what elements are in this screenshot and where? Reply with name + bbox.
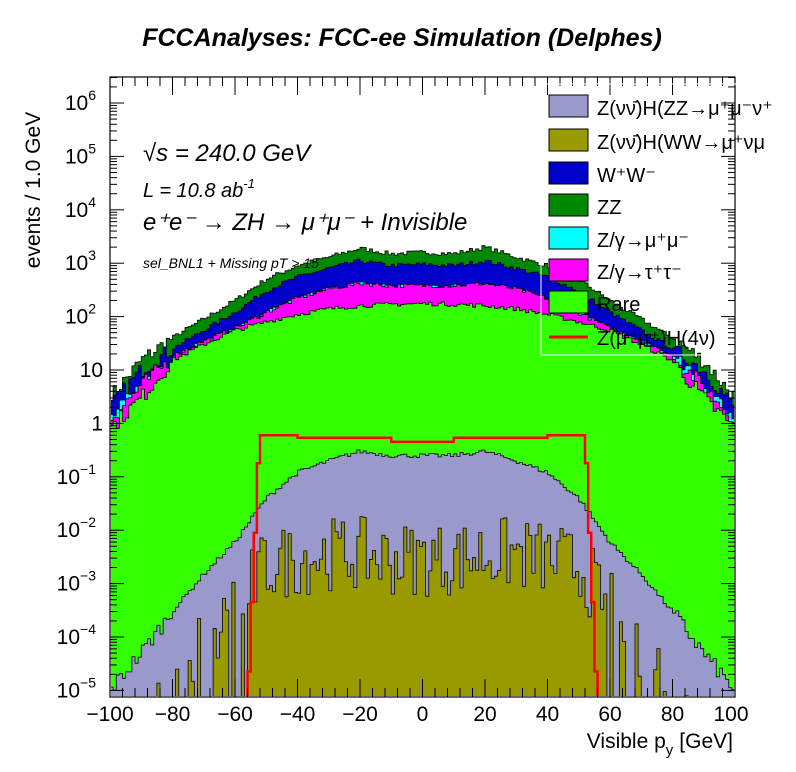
y-tick-label: 105 (65, 140, 96, 168)
legend-label: Z(νν̄)H(WW→μ⁺νμ (597, 132, 765, 154)
x-tick-label: 100 (713, 703, 748, 726)
legend-swatch (548, 290, 589, 314)
x-tick-label: 0 (417, 703, 429, 726)
legend-entry: Rare (548, 290, 640, 316)
legend-swatch (548, 128, 589, 152)
x-axis-label: Visible py [GeV] (587, 730, 733, 759)
legend-label: Z/γ→μ⁺μ⁻ (597, 230, 689, 252)
legend-label: Rare (597, 294, 640, 316)
sqrt-s-label: √s = 240.0 GeV (143, 140, 312, 167)
histogram-zhww-fill (156, 516, 689, 696)
legend-entry: Z/γ→μ⁺μ⁻ (548, 226, 689, 252)
y-tick-label: 10−5 (57, 674, 97, 702)
legend-label: ZZ (597, 197, 621, 219)
x-tick-label: 60 (598, 703, 621, 726)
y-tick-label: 103 (65, 247, 96, 275)
signal-line (246, 433, 599, 696)
x-tick-labels: −100 −80 −60 −40 −20 0 20 40 60 80 100 (86, 703, 748, 726)
y-tick-label: 102 (65, 301, 96, 329)
y-tick-label: 10−2 (57, 514, 97, 542)
legend-label: W⁺W⁻ (597, 165, 656, 187)
axis-ticks (109, 77, 736, 697)
y-tick-label: 1 (91, 412, 103, 435)
y-tick-label: 10−3 (57, 568, 97, 596)
chart-title: FCCAnalyses: FCC-ee Simulation (Delphes) (142, 24, 662, 52)
x-tick-label: 80 (661, 703, 684, 726)
x-tick-label: −100 (86, 703, 133, 726)
legend-swatch (548, 193, 589, 217)
process-label: e⁺e⁻ → ZH → μ⁺μ⁻ + Invisible (143, 209, 467, 236)
legend-swatch (548, 94, 589, 118)
y-axis-label: events / 1.0 GeV (22, 112, 45, 268)
histogram-area (111, 245, 734, 696)
legend-label: Z(μ⁻μ⁺)H(4ν) (597, 328, 716, 350)
y-tick-label: 10 (80, 359, 103, 382)
legend-label: Z(νν̄)H(ZZ→μ⁺μ⁻ν⁺ (597, 98, 773, 120)
legend-entry: Z/γ→τ⁺τ⁻ (548, 258, 682, 284)
x-tick-label: −60 (217, 703, 253, 726)
legend-entry: W⁺W⁻ (548, 161, 656, 187)
luminosity-label: L = 10.8 ab-1 (143, 176, 255, 202)
legend-label: Z/γ→τ⁺τ⁻ (597, 262, 682, 284)
x-tick-label: −80 (155, 703, 191, 726)
legend-swatch (548, 226, 589, 250)
x-tick-label: 20 (473, 703, 496, 726)
legend-frame (540, 83, 796, 356)
selection-label: sel_BNL1 + Missing pT > 15 (143, 255, 319, 271)
y-tick-label: 10−1 (57, 461, 97, 489)
x-tick-label: −40 (280, 703, 316, 726)
legend-swatch (548, 258, 589, 282)
x-tick-label: 40 (536, 703, 559, 726)
legend-entry: Z(μ⁻μ⁺)H(4ν) (549, 328, 716, 350)
x-tick-label: −20 (342, 703, 378, 726)
y-tick-label: 106 (65, 87, 96, 115)
legend-entry: ZZ (548, 193, 621, 219)
y-tick-labels: 10−5 10−4 10−3 10−2 10−1 1 10 102 103 104 105 106 (57, 87, 103, 702)
y-tick-label: 104 (65, 194, 96, 222)
legend-entry: Z(νν̄)H(ZZ→μ⁺μ⁻ν⁺ (548, 94, 773, 120)
y-tick-label: 10−4 (57, 621, 97, 649)
legend: Z(νν̄)H(ZZ→μ⁺μ⁻ν⁺ Z(νν̄)H(WW→μ⁺νμ W⁺W⁻ ZZ Z/… (548, 94, 773, 350)
legend-swatch (548, 161, 589, 185)
legend-entry: Z(νν̄)H(WW→μ⁺νμ (548, 128, 765, 154)
